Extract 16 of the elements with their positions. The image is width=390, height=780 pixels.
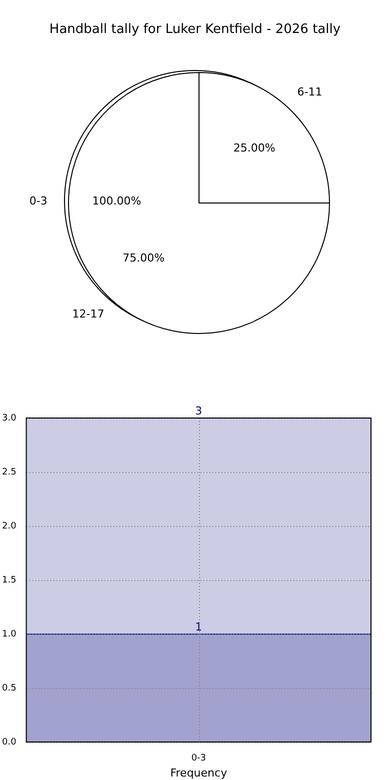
- data-label: 75.00%: [122, 252, 165, 265]
- slice-label: 0-3: [29, 194, 48, 208]
- total-label: 3: [195, 404, 202, 418]
- slice-label: 12-17: [72, 307, 104, 320]
- y-tick-label: 1.5: [2, 575, 16, 586]
- y-tick-label: 2.5: [2, 467, 16, 478]
- data-label: 100.00%: [92, 194, 142, 208]
- y-tick-label: 3.0: [2, 413, 17, 424]
- y-tick-label: 1.0: [2, 629, 17, 640]
- y-tick-label: 0.5: [2, 683, 16, 694]
- y-tick-label: 0.0: [2, 737, 17, 748]
- x-axis-title: Frequency: [170, 766, 228, 780]
- chart-title: Handball tally for Luker Kentfield - 2026 tally: [48, 22, 342, 37]
- data-label: 25.00%: [233, 141, 276, 154]
- y-tick-label: 2.0: [2, 521, 17, 532]
- slice-label: 6-11: [297, 86, 322, 99]
